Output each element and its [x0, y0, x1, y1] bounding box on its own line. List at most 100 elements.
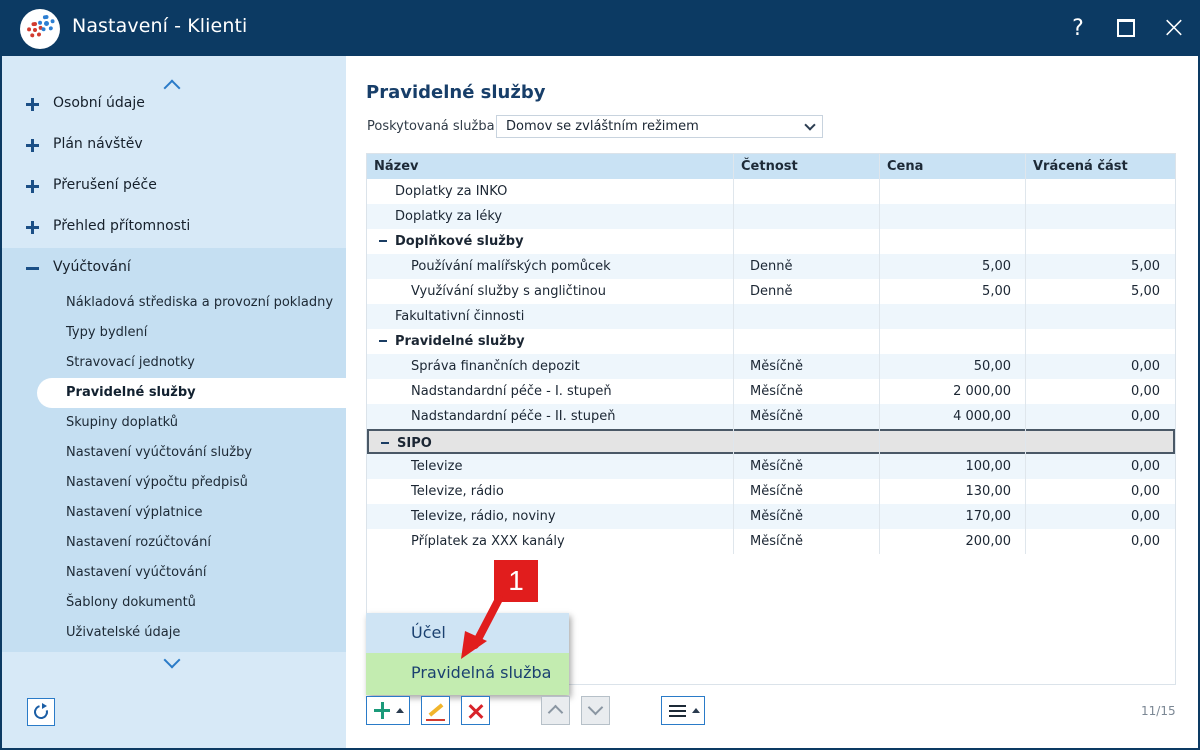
sidebar-item-vyuctovani[interactable]: Vyúčtování [2, 248, 346, 288]
refresh-button[interactable] [27, 698, 55, 726]
sidebar-subitem[interactable]: Uživatelské údaje [2, 618, 346, 648]
cell-vracena-cast: 0,00 [1131, 384, 1160, 399]
table-row[interactable]: Doplatky za INKO [367, 179, 1175, 204]
service-select[interactable]: Domov se zvláštním režimem [496, 115, 823, 138]
sidebar-subitem[interactable]: Nastavení vyúčtování služby [2, 438, 346, 468]
cell-vracena-cast: 0,00 [1131, 484, 1160, 499]
refresh-icon [31, 702, 51, 722]
cell-nazev: Správa finančních depozit [411, 359, 580, 374]
cell-nazev: Pravidelné služby [395, 334, 525, 349]
move-up-button[interactable] [541, 696, 570, 725]
sidebar-item-osobni-udaje[interactable]: Osobní údaje [2, 84, 346, 124]
record-counter: 11/15 [1141, 704, 1176, 718]
annotation-arrow [461, 595, 503, 659]
cell-vracena-cast: 0,00 [1131, 534, 1160, 549]
table-row[interactable]: Televize Měsíčně 100,00 0,00 [367, 454, 1175, 479]
move-down-button[interactable] [581, 696, 610, 725]
sidebar-subitem[interactable]: Nastavení výplatnice [2, 498, 346, 528]
cell-cetnost: Měsíčně [750, 484, 803, 499]
table-row[interactable]: Používání malířských pomůcek Denně 5,00 5,0… [367, 254, 1175, 279]
column-header-cena[interactable]: Cena [887, 159, 924, 174]
more-menu-button[interactable] [661, 696, 705, 725]
sidebar-item-label: Osobní údaje [53, 95, 145, 111]
collapse-minus-icon[interactable] [379, 240, 387, 242]
sidebar-subitem[interactable]: Typy bydlení [2, 318, 346, 348]
cell-cetnost: Měsíčně [750, 359, 803, 374]
sidebar-subitem[interactable]: Nákladová střediska a provozní pokladny [2, 288, 346, 318]
column-header-vracena-cast[interactable]: Vrácená část [1033, 159, 1128, 174]
sidebar-subitem-label: Typy bydlení [66, 325, 148, 340]
close-button[interactable]: × [1161, 10, 1187, 45]
sidebar-subitem[interactable]: Stravovací jednotky [2, 348, 346, 378]
expand-plus-icon [26, 138, 40, 152]
sidebar: Osobní údaje Plán návštěv Přerušení péče… [2, 56, 346, 748]
cell-vracena-cast: 5,00 [1131, 284, 1160, 299]
menu-item-pravidelna-sluzba[interactable]: Pravidelná služba [366, 653, 569, 695]
help-button[interactable]: ? [1072, 15, 1084, 41]
sidebar-subitem[interactable]: Šablony dokumentů [2, 588, 346, 618]
chevron-down-icon [804, 119, 816, 131]
table-row[interactable]: Správa finančních depozit Měsíčně 50,00 0,0… [367, 354, 1175, 379]
sidebar-subitem-active[interactable]: Pravidelné služby [37, 378, 346, 408]
delete-button[interactable] [461, 696, 490, 725]
sidebar-subitem-label: Šablony dokumentů [66, 595, 196, 610]
sidebar-item-prehled-pritomnosti[interactable]: Přehled přítomnosti [2, 207, 346, 247]
table-group-row[interactable]: Doplňkové služby [367, 229, 1175, 254]
hamburger-icon-line [669, 715, 686, 717]
collapse-minus-icon[interactable] [381, 442, 389, 444]
table-row[interactable]: Televize, rádio, noviny Měsíčně 170,00 0,00 [367, 504, 1175, 529]
table-row[interactable]: Doplatky za léky [367, 204, 1175, 229]
sidebar-subitem-label: Nastavení rozúčtování [66, 535, 211, 550]
sidebar-subitem-label: Nákladová střediska a provozní pokladny [66, 295, 334, 310]
edit-button[interactable] [421, 696, 450, 725]
sidebar-subitem[interactable]: Nastavení rozúčtování [2, 528, 346, 558]
maximize-button[interactable] [1108, 10, 1144, 46]
cell-nazev: Televize, rádio, noviny [411, 509, 556, 524]
sidebar-scroll-down-button[interactable] [159, 651, 187, 672]
table-row[interactable]: Televize, rádio Měsíčně 130,00 0,00 [367, 479, 1175, 504]
cell-vracena-cast: 0,00 [1131, 509, 1160, 524]
sidebar-item-label: Přehled přítomnosti [53, 218, 191, 234]
add-button[interactable] [366, 696, 410, 725]
sidebar-subitem-label: Nastavení výpočtu předpisů [66, 475, 248, 490]
cell-cetnost: Měsíčně [750, 384, 803, 399]
cell-nazev: Doplatky za INKO [395, 184, 508, 199]
sidebar-subitem-label: Pravidelné služby [66, 385, 196, 400]
cell-cetnost: Denně [750, 284, 793, 299]
sidebar-subitem[interactable]: Nastavení vyúčtování [2, 558, 346, 588]
cell-nazev: SIPO [397, 436, 432, 451]
cell-vracena-cast: 0,00 [1131, 459, 1160, 474]
cell-cena: 130,00 [965, 484, 1012, 499]
cell-vracena-cast: 0,00 [1131, 359, 1160, 374]
column-header-cetnost[interactable]: Četnost [741, 159, 798, 174]
cell-nazev: Televize, rádio [411, 484, 504, 499]
collapse-minus-icon[interactable] [379, 340, 387, 342]
sidebar-subitem[interactable]: Skupiny doplatků [2, 408, 346, 438]
cell-cetnost: Měsíčně [750, 509, 803, 524]
sidebar-item-label: Přerušení péče [53, 177, 157, 193]
column-divider [1025, 154, 1026, 554]
sidebar-item-plan-navstev[interactable]: Plán návštěv [2, 125, 346, 165]
maximize-icon [1117, 19, 1135, 37]
caret-up-icon [396, 708, 404, 713]
table-group-row[interactable]: SIPO [367, 429, 1175, 454]
table-row[interactable]: Nadstandardní péče - II. stupeň Měsíčně 4 … [367, 404, 1175, 429]
window-title: Nastavení - Klienti [72, 15, 248, 37]
table-row[interactable]: Využívání služby s angličtinou Denně 5,00 5… [367, 279, 1175, 304]
table-row[interactable]: Nadstandardní péče - I. stupeň Měsíčně 2 0… [367, 379, 1175, 404]
cell-nazev: Doplňkové služby [395, 234, 524, 249]
column-header-nazev[interactable]: Název [374, 159, 419, 174]
expanded-section [2, 248, 346, 652]
table-row[interactable]: Fakultativní činnosti [367, 304, 1175, 329]
collapse-minus-icon [26, 261, 40, 275]
sidebar-subitem[interactable]: Nastavení výpočtu předpisů [2, 468, 346, 498]
expand-plus-icon [26, 97, 40, 111]
cell-cena: 200,00 [965, 534, 1012, 549]
sidebar-item-preruseni-pece[interactable]: Přerušení péče [2, 166, 346, 206]
table-group-row[interactable]: Pravidelné služby [367, 329, 1175, 354]
cell-cena: 5,00 [982, 284, 1011, 299]
hamburger-icon [669, 705, 686, 707]
chevron-down-icon [163, 651, 181, 669]
table-row[interactable]: Příplatek za XXX kanály Měsíčně 200,00 0,00 [367, 529, 1175, 554]
sidebar-item-label: Plán návštěv [53, 136, 143, 152]
